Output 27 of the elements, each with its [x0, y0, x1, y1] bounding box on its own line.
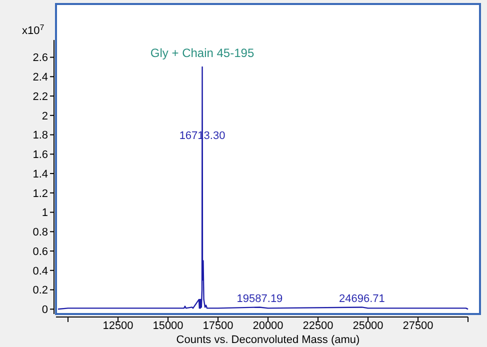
y-tick-label: 1.6: [32, 149, 48, 162]
x-tick-label: 15000: [152, 320, 184, 332]
y-tick-label: 1.4: [32, 168, 48, 180]
y-tick-label: 0.2: [32, 284, 48, 297]
x-tick-label: 17500: [202, 320, 234, 332]
y-tick-label: 0.4: [32, 265, 48, 278]
y-tick-label: 0: [42, 304, 48, 316]
x-tick-label: 27500: [402, 320, 434, 332]
x-tick-label: 25000: [352, 320, 384, 332]
y-tick-label: 2: [42, 110, 48, 122]
y-tick-label: 1.8: [32, 130, 48, 142]
annotation: 19587.19: [236, 293, 283, 306]
y-tick-label: 2.6: [32, 52, 48, 64]
x-tick-label: 12500: [102, 320, 134, 332]
y-tick-label: 0.8: [32, 226, 48, 239]
y-tick-label: 1: [42, 207, 48, 220]
y-axis-title: x10$^{7}$: [22, 22, 45, 37]
x-axis-title: Counts vs. Deconvoluted Mass (amu): [176, 334, 360, 346]
y-tick-label: 2.2: [32, 90, 48, 103]
annotation: 24696.71: [338, 293, 385, 306]
line-series: [57, 66, 469, 310]
y-tick-label: 2.4: [32, 72, 48, 84]
annotation: Gly + Chain 45-195: [150, 46, 254, 60]
x-tick-label: 22500: [302, 320, 334, 332]
y-tick-label: 0.6: [32, 246, 48, 258]
x-tick-label: 20000: [252, 320, 284, 332]
y-tick-label: 1.2: [32, 188, 48, 200]
